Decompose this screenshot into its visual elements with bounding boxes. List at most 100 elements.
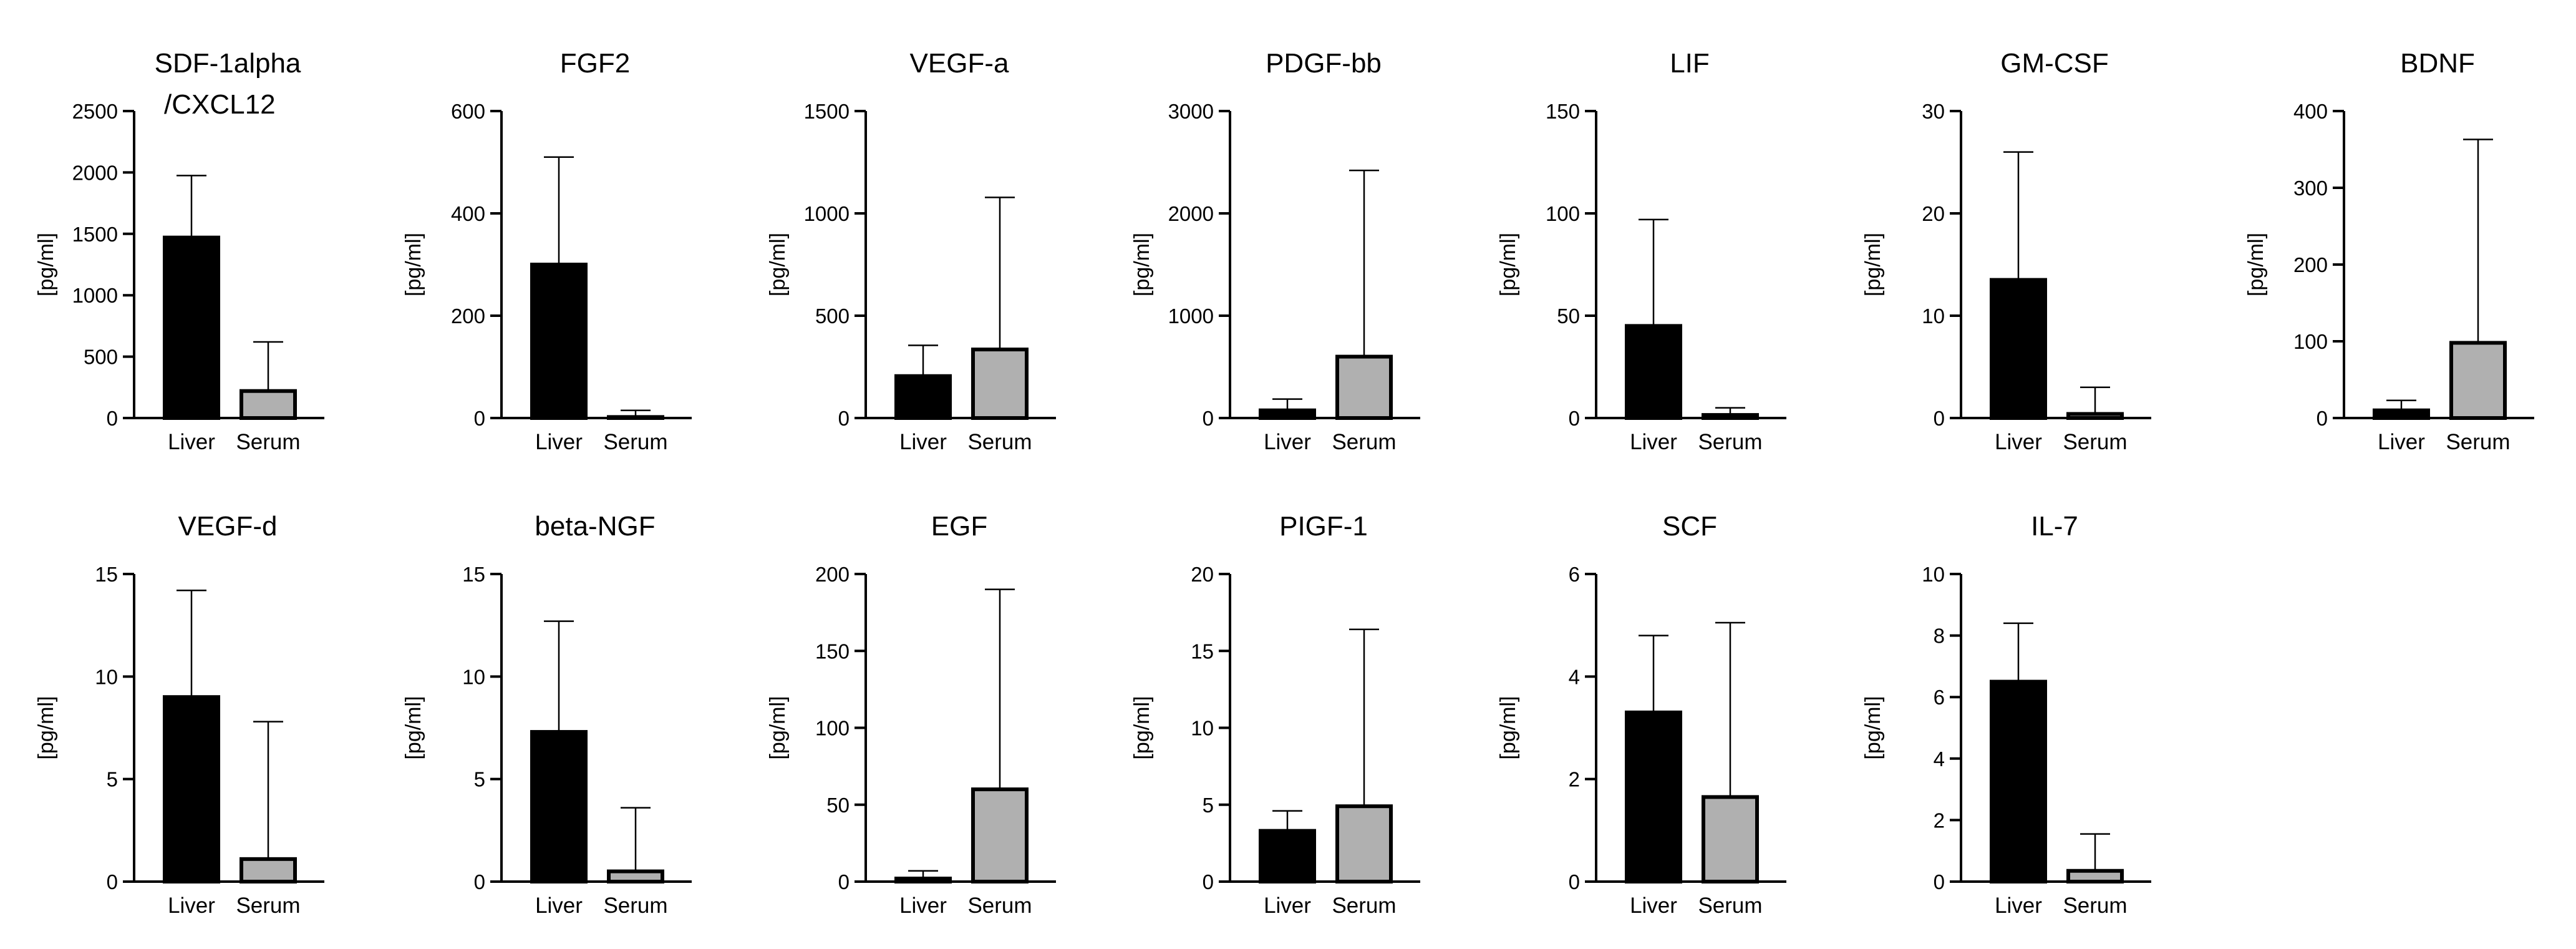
x-tick-label: Liver bbox=[168, 893, 215, 918]
y-tick-label: 500 bbox=[815, 304, 850, 328]
y-tick-label: 200 bbox=[2293, 253, 2328, 276]
chart-title: LIF bbox=[1670, 48, 1710, 79]
chart-title: VEGF-a bbox=[910, 48, 1009, 79]
bar-serum bbox=[1335, 804, 1393, 883]
bar-liver bbox=[530, 730, 588, 884]
y-axis-label: [pg/ml] bbox=[1496, 696, 1520, 759]
chart-panel-3: VEGF-a [pg/ml] Liver Serum 0 500 1000 1500 bbox=[766, 48, 1056, 454]
bar-serum bbox=[2449, 341, 2507, 421]
bar-serum bbox=[240, 389, 297, 420]
bar-liver bbox=[1259, 829, 1316, 884]
y-axis-label: [pg/ml] bbox=[1130, 233, 1154, 296]
y-tick-label: 1000 bbox=[72, 284, 118, 307]
y-tick-label: 600 bbox=[451, 100, 485, 123]
y-tick-label: 4 bbox=[1934, 747, 1945, 771]
y-tick-label: 50 bbox=[1557, 304, 1580, 328]
y-axis-label: [pg/ml] bbox=[34, 233, 58, 296]
y-tick-label: 2000 bbox=[1168, 202, 1214, 225]
y-axis-label: [pg/ml] bbox=[2244, 233, 2268, 296]
x-tick-label: Liver bbox=[168, 430, 215, 454]
y-tick-label: 0 bbox=[1569, 407, 1580, 430]
bar-serum bbox=[240, 857, 297, 884]
y-tick-label: 5 bbox=[474, 768, 485, 791]
chart-title: SDF-1alpha bbox=[155, 48, 301, 79]
y-tick-label: 500 bbox=[84, 346, 118, 369]
x-tick-label: Liver bbox=[1630, 893, 1677, 918]
y-tick-label: 200 bbox=[451, 304, 485, 328]
chart-title: IL-7 bbox=[2031, 511, 2078, 542]
x-tick-label: Serum bbox=[1698, 893, 1762, 918]
bar-liver bbox=[530, 263, 588, 420]
chart-title: VEGF-d bbox=[178, 511, 278, 542]
x-tick-label: Serum bbox=[603, 430, 667, 454]
y-tick-label: 5 bbox=[107, 768, 118, 791]
y-tick-label: 0 bbox=[838, 407, 850, 430]
y-tick-label: 0 bbox=[2317, 407, 2328, 430]
y-tick-label: 5 bbox=[1203, 794, 1214, 817]
y-tick-label: 20 bbox=[1191, 563, 1214, 586]
y-tick-label: 1500 bbox=[72, 223, 118, 246]
x-tick-label: Serum bbox=[1332, 893, 1396, 918]
y-axis-label: [pg/ml] bbox=[1861, 233, 1885, 296]
x-tick-label: Serum bbox=[1332, 430, 1396, 454]
x-tick-label: Serum bbox=[2446, 430, 2510, 454]
y-tick-label: 2 bbox=[1569, 768, 1580, 791]
chart-panel-8: VEGF-d [pg/ml] Liver Serum 0 5 10 15 bbox=[34, 511, 324, 918]
chart-panel-1: SDF-1alpha/CXCL12 [pg/ml] Liver Serum 0 500 10… bbox=[34, 48, 324, 454]
x-tick-label: Liver bbox=[535, 893, 583, 918]
x-tick-label: Serum bbox=[603, 893, 667, 918]
bar-liver bbox=[1625, 710, 1682, 883]
chart-panel-7: BDNF [pg/ml] Liver Serum 0 100 200 300 400 bbox=[2244, 48, 2534, 454]
y-tick-label: 50 bbox=[826, 794, 850, 817]
y-axis-label: [pg/ml] bbox=[34, 696, 58, 759]
y-tick-label: 10 bbox=[95, 665, 118, 688]
bar-liver bbox=[1990, 679, 2047, 884]
chart-title: PDGF-bb bbox=[1266, 48, 1382, 79]
bar-serum bbox=[2066, 869, 2124, 883]
bar-liver bbox=[1625, 324, 1682, 421]
y-tick-label: 1000 bbox=[1168, 304, 1214, 328]
y-tick-label: 150 bbox=[1546, 100, 1580, 123]
bar-serum bbox=[1335, 354, 1393, 420]
bar-liver bbox=[163, 235, 220, 420]
y-tick-label: 6 bbox=[1569, 563, 1580, 586]
x-tick-label: Liver bbox=[1264, 430, 1311, 454]
bar-liver bbox=[163, 695, 220, 883]
chart-title: BDNF bbox=[2400, 48, 2475, 79]
y-tick-label: 0 bbox=[1203, 870, 1214, 893]
y-axis-label: [pg/ml] bbox=[766, 233, 790, 296]
y-tick-label: 10 bbox=[462, 665, 485, 688]
y-tick-label: 15 bbox=[462, 563, 485, 586]
y-axis-label: [pg/ml] bbox=[402, 696, 425, 759]
x-tick-label: Serum bbox=[967, 893, 1032, 918]
y-tick-label: 100 bbox=[815, 717, 850, 740]
chart-title: beta-NGF bbox=[535, 511, 655, 542]
y-axis-label: [pg/ml] bbox=[1861, 696, 1885, 759]
x-tick-label: Serum bbox=[1698, 430, 1762, 454]
chart-panel-9: beta-NGF [pg/ml] Liver Serum 0 5 10 15 bbox=[402, 511, 692, 918]
x-tick-label: Liver bbox=[1995, 893, 2042, 918]
y-tick-label: 4 bbox=[1569, 665, 1580, 688]
y-tick-label: 3000 bbox=[1168, 100, 1214, 123]
y-tick-label: 0 bbox=[107, 407, 118, 430]
y-tick-label: 10 bbox=[1922, 563, 1945, 586]
y-tick-label: 6 bbox=[1934, 686, 1945, 709]
x-tick-label: Liver bbox=[1630, 430, 1677, 454]
y-tick-label: 8 bbox=[1934, 625, 1945, 648]
x-tick-label: Liver bbox=[535, 430, 583, 454]
y-tick-label: 300 bbox=[2293, 177, 2328, 200]
y-tick-label: 15 bbox=[1191, 640, 1214, 663]
bar-serum bbox=[1702, 795, 1759, 884]
y-tick-label: 100 bbox=[1546, 202, 1580, 225]
chart-title: PIGF-1 bbox=[1279, 511, 1368, 542]
y-tick-label: 2000 bbox=[72, 161, 118, 184]
bar-serum bbox=[971, 348, 1029, 420]
bar-liver bbox=[1990, 278, 2047, 420]
chart-panel-5: LIF [pg/ml] Liver Serum 0 50 100 150 bbox=[1496, 48, 1786, 454]
y-tick-label: 20 bbox=[1922, 202, 1945, 225]
chart-panel-2: FGF2 [pg/ml] Liver Serum 0 200 400 600 bbox=[402, 48, 692, 454]
y-tick-label: 0 bbox=[838, 870, 850, 893]
y-tick-label: 0 bbox=[474, 870, 485, 893]
